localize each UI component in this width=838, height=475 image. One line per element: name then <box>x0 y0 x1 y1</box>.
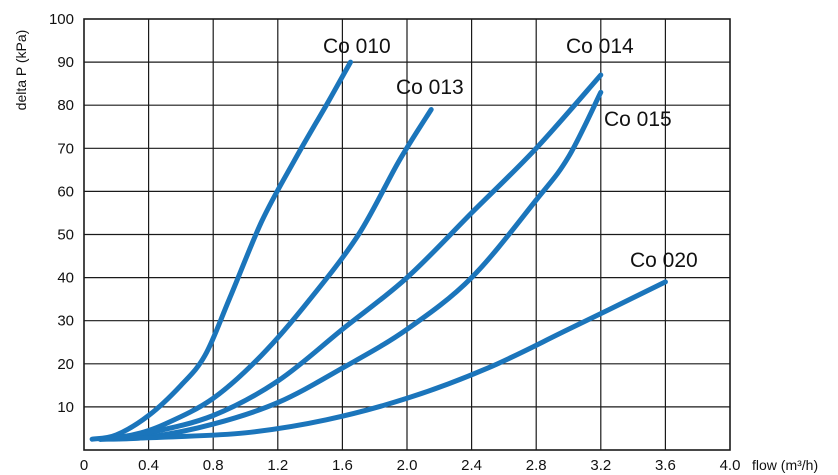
series-line-co015 <box>97 89 604 442</box>
y-tick-label: 100 <box>49 11 74 28</box>
x-tick-label: 3.2 <box>590 457 611 474</box>
series-label-co015: Co 015 <box>604 108 672 131</box>
series-label-co014: Co 014 <box>566 35 634 58</box>
series-label-co013: Co 013 <box>396 76 464 99</box>
x-tick-label: 1.2 <box>267 457 288 474</box>
plot-frame <box>83 18 731 451</box>
y-tick-label: 60 <box>57 183 74 200</box>
x-tick-origin: 0 <box>80 457 88 474</box>
y-tick-label: 50 <box>57 227 74 244</box>
series-line-co014 <box>97 72 604 442</box>
x-tick-label: 3.6 <box>655 457 676 474</box>
y-tick-label: 40 <box>57 270 74 287</box>
series-labels: Co 010 Co 013 Co 014 Co 015 Co 020 <box>323 35 698 272</box>
x-tick-label: 4.0 <box>720 457 741 474</box>
x-axis-label: flow (m³/h) <box>752 457 818 473</box>
x-tick-label: 2.4 <box>461 457 482 474</box>
x-tick-label: 1.6 <box>332 457 353 474</box>
y-tick-label: 90 <box>57 54 74 71</box>
x-tick-label: 2.8 <box>526 457 547 474</box>
series-line-co020 <box>97 279 668 442</box>
series-line-co010 <box>89 59 353 442</box>
y-tick-label: 70 <box>57 140 74 157</box>
y-tick-label: 30 <box>57 313 74 330</box>
x-tick-label: 2.0 <box>397 457 418 474</box>
x-tick-label: 0.8 <box>203 457 224 474</box>
y-tick-label: 80 <box>57 97 74 114</box>
series-label-co020: Co 020 <box>630 249 698 272</box>
x-ticks: 0.4 0.8 1.2 1.6 2.0 2.4 2.8 3.2 3.6 4.0 <box>138 457 740 474</box>
y-axis-label: delta P (kPa) <box>13 30 29 111</box>
y-tick-label: 20 <box>57 356 74 373</box>
x-tick-label: 0.4 <box>138 457 159 474</box>
curves <box>89 59 668 442</box>
y-ticks: 10 20 30 40 50 60 70 80 90 100 <box>49 11 74 416</box>
series-label-co010: Co 010 <box>323 35 391 58</box>
y-tick-label: 10 <box>57 399 74 416</box>
